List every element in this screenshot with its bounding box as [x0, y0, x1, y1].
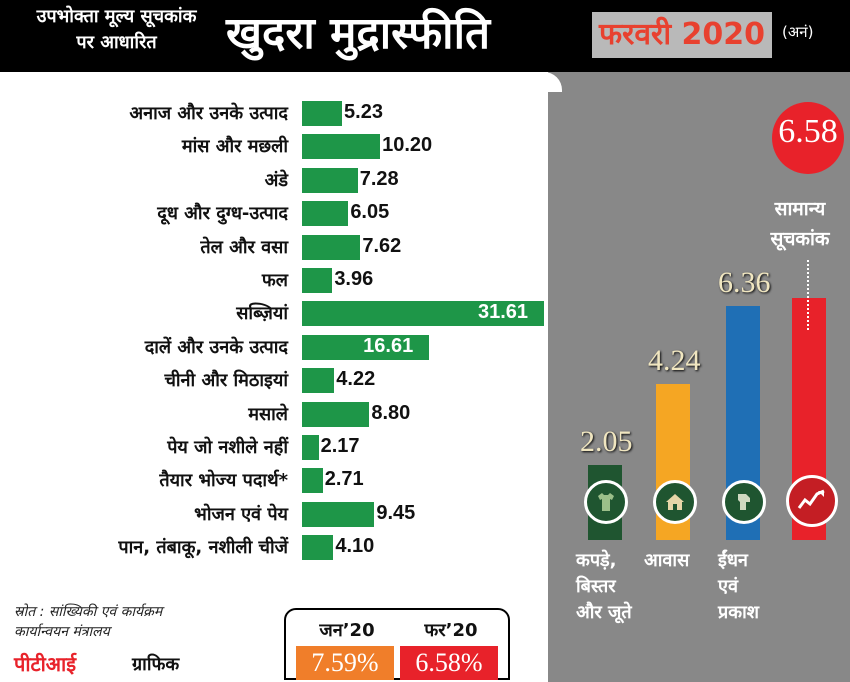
column-value-label: 6.36	[718, 266, 771, 300]
bar-value-label: 4.10	[335, 535, 375, 558]
bar	[302, 101, 343, 126]
clothing-label-line-2: बिस्तर	[576, 576, 616, 597]
bar-value-label: 8.80	[371, 401, 411, 424]
category-label: दालें और उनके उत्पाद	[144, 336, 288, 358]
bar	[302, 167, 358, 193]
bar-value-label: 16.61	[363, 334, 414, 357]
fuel-nozzle-icon	[722, 480, 766, 524]
category-label: अनाज और उनके उत्पाद	[129, 103, 288, 124]
general-index-circle	[772, 102, 844, 174]
subtitle-line-1: उपभोक्ता मूल्य सूचकांक	[36, 6, 197, 27]
bar-value-label: 10.20	[382, 134, 433, 157]
bar	[302, 501, 375, 527]
credit-brand: पीटीआई	[14, 652, 77, 676]
subtitle-line-2: पर आधारित	[76, 32, 157, 53]
bar	[302, 301, 544, 327]
fuel-label-line-3: प्रकाश	[718, 602, 759, 623]
fuel-label-line-1: ईंधन	[718, 550, 748, 571]
bar-value-label: 3.96	[334, 268, 374, 290]
general-label-line-2: सूचकांक	[770, 228, 830, 250]
header-subtitle: उपभोक्ता मूल्य सूचकांक पर आधारित	[14, 4, 219, 56]
bar-value-label: 31.61	[478, 301, 529, 324]
feb-value: 6.58%	[400, 646, 498, 680]
connector-dotted-line	[807, 260, 809, 330]
category-label: दूध और दुग्ध-उत्पाद	[157, 203, 288, 225]
category-label: सब्ज़ियां	[236, 303, 288, 325]
month-badge: फरवरी 2020	[592, 12, 772, 58]
house-icon	[653, 480, 697, 524]
housing-label: आवास	[644, 550, 690, 571]
bar	[302, 468, 323, 494]
category-label: फल	[261, 270, 288, 291]
bar-value-label: 6.05	[350, 201, 390, 224]
bar-value-label: 7.62	[362, 234, 402, 257]
bar	[302, 201, 349, 227]
credit-suffix: ग्राफिक	[132, 654, 180, 675]
bar	[302, 234, 361, 260]
category-label: मांस और मछली	[181, 136, 288, 158]
clothing-label: कपड़े, बिस्तर और जूते	[576, 548, 632, 626]
bar-value-label: 4.22	[336, 368, 376, 391]
general-label-line-1: सामान्य	[774, 198, 826, 220]
fuel-label-line-2: एवं	[718, 576, 738, 597]
bar-value-label: 5.23	[344, 101, 383, 123]
jan-value: 7.59%	[296, 646, 394, 680]
source-credit: स्रोत : सांख्यिकी एवं कार्यक्रम कार्यान्…	[14, 602, 162, 642]
general-index-label: सामान्य सूचकांक	[750, 194, 850, 254]
bar-value-label: 7.28	[359, 167, 399, 190]
shirt-icon	[584, 480, 628, 524]
bar	[302, 368, 335, 394]
page-title: खुदरा मुद्रास्फीति	[226, 8, 491, 59]
feb-label: फर’20	[424, 620, 478, 641]
bar-value-label: 2.71	[324, 468, 364, 491]
category-label: तेल और वसा	[200, 236, 288, 258]
bar	[302, 268, 333, 293]
trend-chart-icon	[786, 475, 838, 527]
category-label: पान, तंबाकू, नशीली चीजें	[118, 537, 288, 559]
category-label: मसाले	[248, 403, 288, 425]
category-label: चीनी और मिठाइयां	[164, 370, 288, 392]
comparison-box: जन’20 फर’20 7.59% 6.58%	[284, 608, 510, 680]
bar	[302, 334, 430, 360]
category-label: भोजन एवं पेय	[194, 503, 288, 525]
jan-label: जन’20	[319, 620, 375, 641]
general-index-value: 6.58	[778, 113, 838, 150]
bar	[302, 401, 370, 427]
category-label: पेय जो नशीले नहीं	[167, 437, 288, 458]
column-value-label: 2.05	[580, 424, 633, 458]
bar	[302, 134, 381, 160]
bar-value-label: 9.45	[376, 501, 416, 524]
fuel-label: ईंधन एवं प्रकाश	[718, 548, 759, 626]
panel-corner	[542, 72, 562, 92]
bar	[302, 535, 334, 561]
bar-value-label: 2.17	[320, 435, 360, 457]
category-label: तैयार भोज्य पदार्थ*	[159, 470, 288, 492]
category-label: अंडे	[264, 169, 288, 191]
bar	[302, 435, 319, 460]
source-line-2: कार्यान्वयन मंत्रालय	[14, 624, 110, 640]
clothing-label-line-1: कपड़े,	[576, 550, 617, 571]
column-value-label: 4.24	[648, 344, 701, 378]
source-line-1: स्रोत : सांख्यिकी एवं कार्यक्रम	[14, 604, 163, 620]
clothing-label-line-3: और जूते	[576, 602, 632, 623]
agency-note: (अनं)	[782, 23, 814, 41]
header-banner: उपभोक्ता मूल्य सूचकांक पर आधारित खुदरा म…	[0, 0, 850, 72]
